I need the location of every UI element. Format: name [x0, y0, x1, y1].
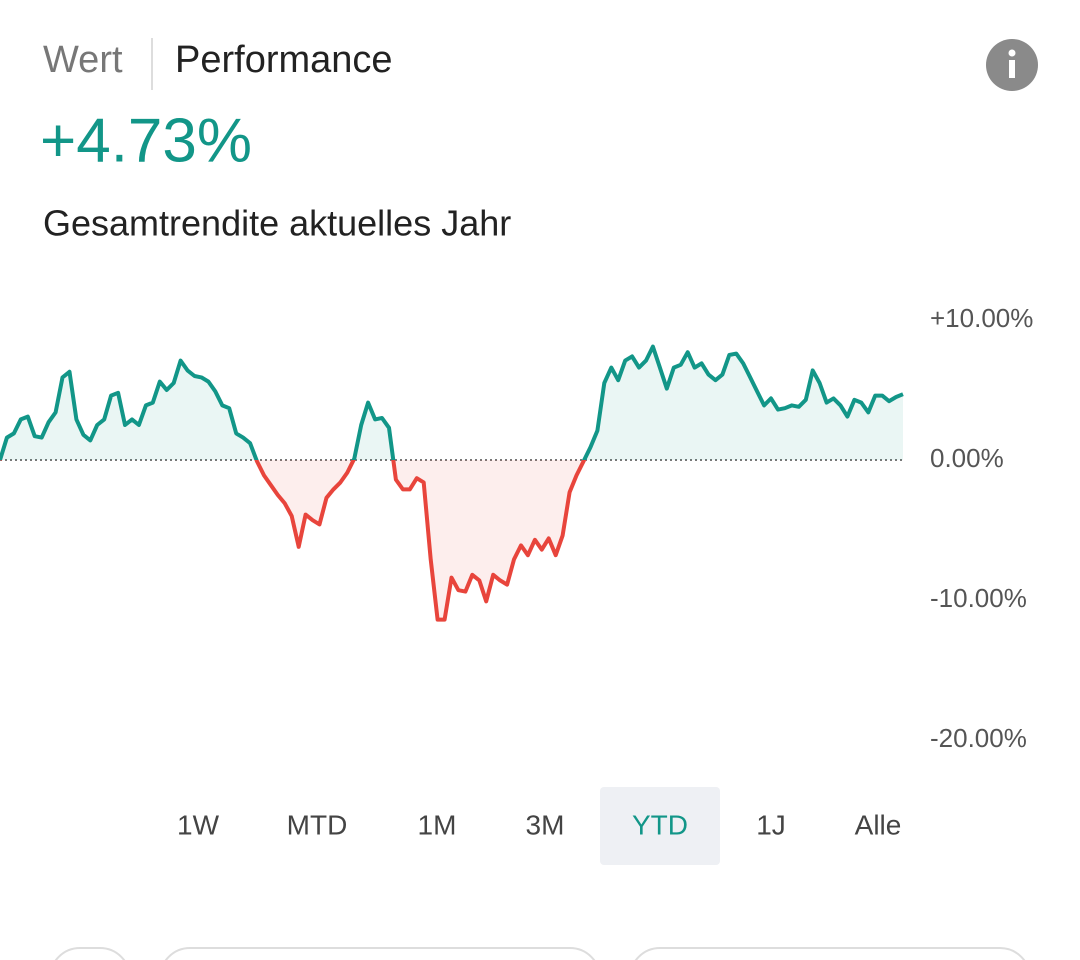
- range-button[interactable]: MTD: [287, 809, 348, 840]
- y-tick-label: +10.00%: [930, 303, 1033, 333]
- area-below: [0, 460, 903, 620]
- info-bar: [1009, 60, 1015, 78]
- range-button[interactable]: 1W: [177, 809, 220, 840]
- area-above: [0, 346, 903, 460]
- info-dot: [1008, 49, 1016, 57]
- line-below: [0, 460, 587, 622]
- range-button[interactable]: Alle: [855, 809, 902, 840]
- line-above: [0, 344, 904, 460]
- y-tick-label: 0.00%: [930, 443, 1004, 473]
- chip[interactable]: [630, 947, 1030, 960]
- range-button[interactable]: 1M: [418, 809, 457, 840]
- y-tick-label: -10.00%: [930, 583, 1027, 613]
- tab[interactable]: Wert: [43, 39, 123, 81]
- bottom-chips: [50, 947, 1030, 960]
- chip[interactable]: [50, 947, 130, 960]
- headline: +4.73%: [40, 106, 252, 175]
- range-button[interactable]: 1J: [756, 809, 786, 840]
- range-button[interactable]: YTD: [632, 809, 688, 840]
- tab[interactable]: Performance: [175, 39, 393, 81]
- subtitle: Gesamtrendite aktuelles Jahr: [43, 203, 511, 244]
- range-selected-bg: [600, 787, 720, 865]
- chip[interactable]: [160, 947, 600, 960]
- y-tick-label: -20.00%: [930, 723, 1027, 753]
- range-button[interactable]: 3M: [526, 809, 565, 840]
- info-icon[interactable]: [986, 39, 1038, 91]
